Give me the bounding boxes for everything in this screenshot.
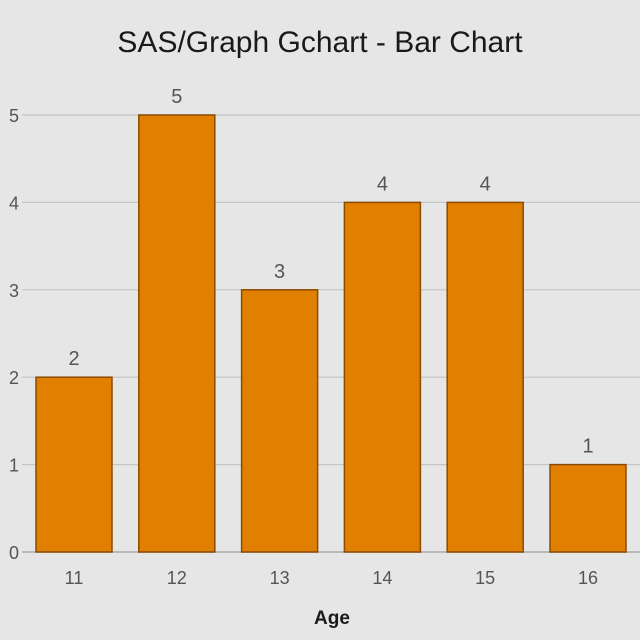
y-axis-ticks: 0 1 2 3 4 5 xyxy=(9,106,19,563)
bar xyxy=(446,201,524,553)
gridlines xyxy=(22,114,640,553)
data-label: 5 xyxy=(171,86,182,108)
x-tick-label: 15 xyxy=(475,568,495,588)
x-tick-label: 12 xyxy=(167,568,187,588)
bar xyxy=(549,463,627,553)
y-tick-label: 2 xyxy=(9,368,19,388)
bars xyxy=(35,114,627,553)
x-tick-label: 13 xyxy=(270,568,290,588)
bar xyxy=(343,201,422,553)
y-tick-label: 4 xyxy=(9,193,19,213)
x-tick-label: 11 xyxy=(65,568,84,588)
data-label: 3 xyxy=(274,261,285,283)
bar xyxy=(138,114,216,553)
data-label: 2 xyxy=(68,348,79,370)
x-tick-label: 14 xyxy=(372,568,392,588)
chart-title: SAS/Graph Gchart - Bar Chart xyxy=(117,26,523,59)
data-label: 4 xyxy=(480,173,491,195)
x-axis-ticks: 11 12 13 14 15 16 xyxy=(65,568,598,588)
y-tick-label: 1 xyxy=(9,456,19,476)
x-tick-label: 16 xyxy=(578,568,598,588)
data-labels: 2 5 3 4 4 1 xyxy=(68,86,593,458)
y-tick-label: 0 xyxy=(9,543,19,563)
y-tick-label: 5 xyxy=(9,106,19,126)
bar xyxy=(35,376,113,553)
x-axis-label: Age xyxy=(314,608,350,629)
bar xyxy=(240,289,319,553)
data-label: 4 xyxy=(377,173,388,195)
y-tick-label: 3 xyxy=(9,281,19,301)
data-label: 1 xyxy=(582,436,593,458)
